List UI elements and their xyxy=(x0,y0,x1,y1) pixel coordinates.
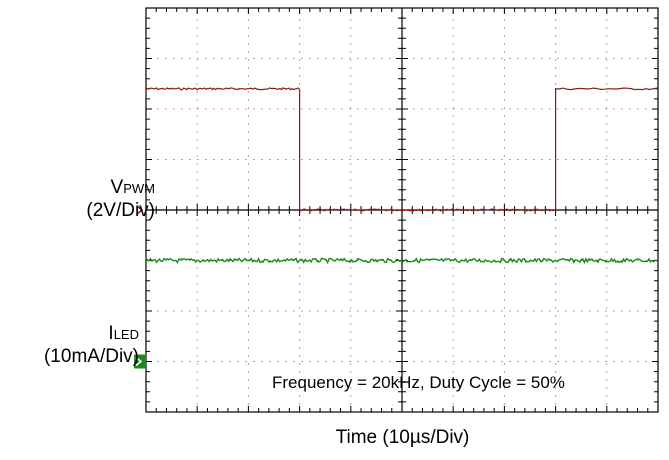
vpwm-channel-label: VPWM (2V/Div) xyxy=(86,177,155,222)
iled-reference-arrow xyxy=(135,356,143,367)
iled-name-sub: LED xyxy=(113,327,139,342)
x-axis-label: Time (10µs/Div) xyxy=(335,427,470,448)
vpwm-reference-marker xyxy=(136,205,144,215)
vpwm-trace xyxy=(146,87,658,212)
iled-reference-marker xyxy=(134,354,145,369)
traces xyxy=(146,87,658,265)
channel-markers xyxy=(134,205,145,369)
measurement-annotation: Frequency = 20kHz, Duty Cycle = 50% xyxy=(272,373,565,392)
vpwm-scale: (2V/Div) xyxy=(86,200,155,221)
vpwm-name-main: V xyxy=(110,177,124,198)
iled-name-main: I xyxy=(108,323,114,344)
center-axes xyxy=(146,8,658,412)
iled-channel-label: ILED (10mA/Div) xyxy=(44,323,139,368)
iled-scale: (10mA/Div) xyxy=(43,346,139,367)
iled-trace xyxy=(146,257,658,265)
vpwm-name-sub: PWM xyxy=(123,181,155,196)
